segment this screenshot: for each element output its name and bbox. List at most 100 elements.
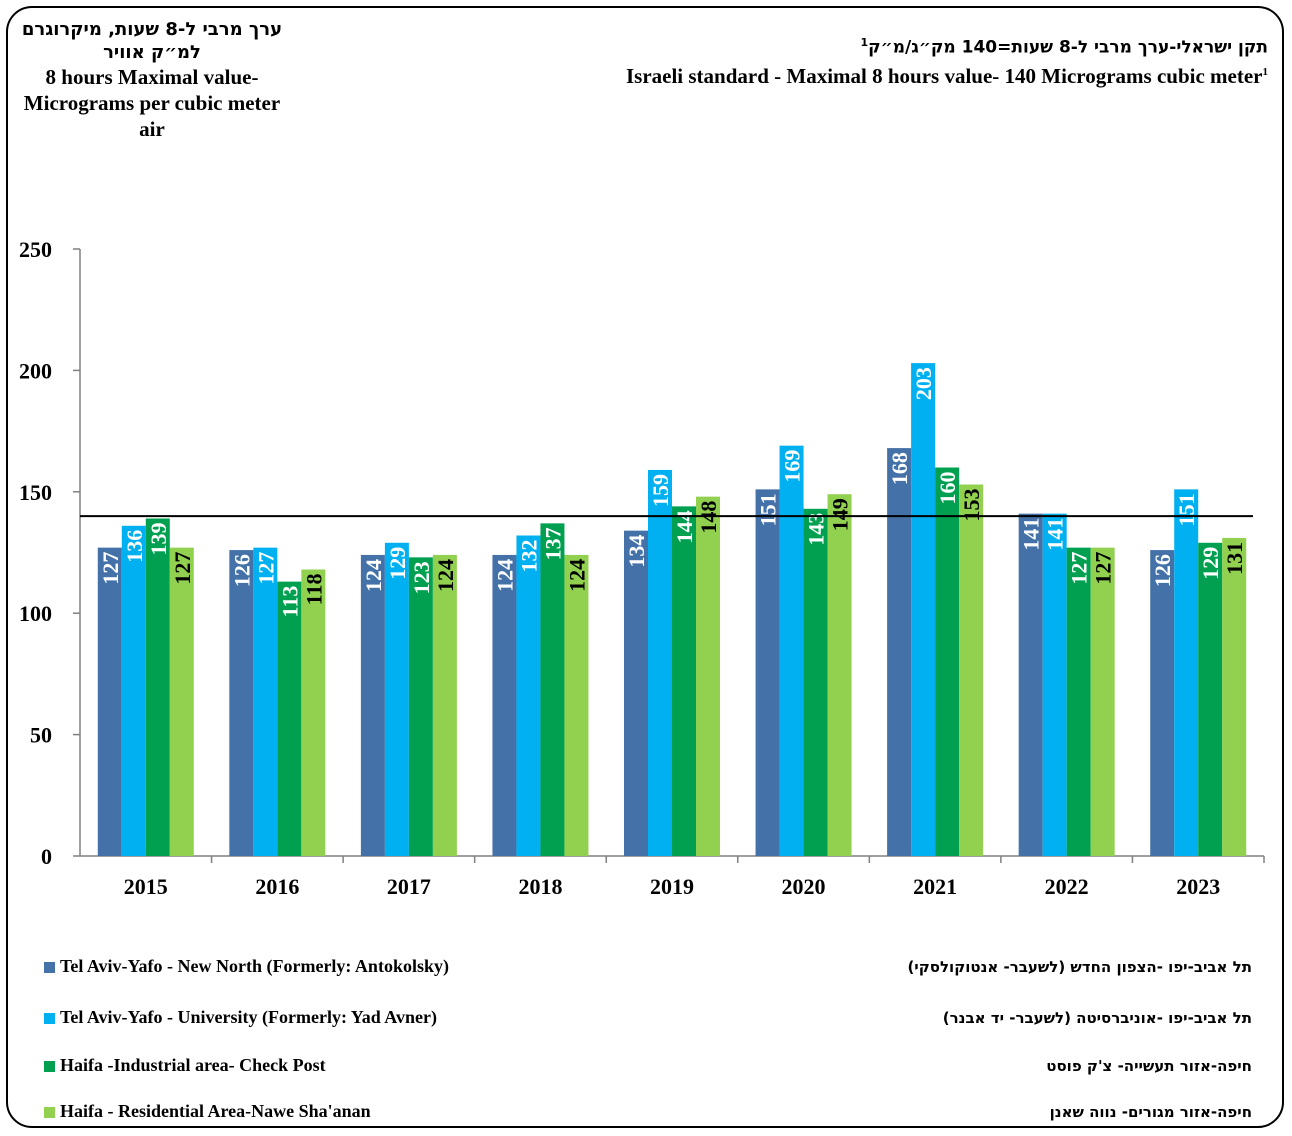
x-tick-label: 2017 [387,874,431,899]
bar [672,506,696,856]
data-label: 124 [492,559,517,592]
data-label: 129 [1198,547,1223,580]
data-label: 123 [409,561,434,594]
data-label: 168 [887,452,912,485]
data-label: 126 [1150,554,1175,587]
data-label: 129 [385,547,410,580]
chart-title-hebrew: תקן ישראלי-ערך מרבי ל-8 שעות=140 מק״ג/מ״… [860,36,1268,58]
bar [229,550,254,856]
bar [408,557,433,856]
bar [911,363,936,856]
legend-label-english: Haifa - Residential Area-Nawe Sha'anan [60,1101,371,1121]
y-tick-label: 200 [19,358,52,383]
data-label: 134 [624,535,649,568]
bar [648,469,672,856]
bar [277,581,302,856]
bar [564,554,589,856]
data-label: 126 [229,554,254,587]
bar [803,508,828,856]
x-tick-label: 2019 [650,874,694,899]
bar [492,554,517,856]
bar [360,554,385,856]
y-tick-label: 100 [19,601,52,626]
data-label: 203 [911,367,936,400]
bar [1042,513,1067,856]
chart-title-english: Israeli standard - Maximal 8 hours value… [626,64,1268,89]
bar [1222,537,1247,856]
legend-item: Haifa - Residential Area-Nawe Sha'anan ח… [44,1101,1266,1125]
bar [301,569,326,856]
footnote-mark: 1 [1262,66,1269,78]
data-label: 141 [1043,518,1068,551]
data-label: 169 [780,450,805,483]
footnote-mark: 1 [860,36,869,49]
legend-swatch [44,1061,55,1072]
legend-item: Tel Aviv-Yafo - New North (Formerly: Ant… [44,956,1266,980]
data-label: 151 [1174,493,1199,526]
legend-label-english: Tel Aviv-Yafo - University (Formerly: Ya… [60,1007,437,1027]
x-tick-label: 2023 [1176,874,1220,899]
bar [755,489,780,856]
bar [540,523,565,856]
bar [1018,513,1043,856]
bar [253,547,278,856]
x-tick-label: 2020 [782,874,826,899]
y-tick-label: 250 [19,237,52,262]
bar [516,535,541,856]
data-label: 148 [696,501,721,534]
legend-swatch [44,1107,55,1118]
data-label: 127 [1091,552,1116,585]
data-label: 137 [540,527,565,560]
bar [1066,547,1091,856]
data-label: 159 [648,474,673,507]
bar [696,496,720,856]
y-tick-label: 50 [30,723,52,748]
bar [1090,547,1115,856]
x-tick-label: 2016 [255,874,299,899]
title-en-text: Israeli standard - Maximal 8 hours value… [625,64,1263,88]
data-label: 132 [516,540,541,573]
bar [935,467,960,856]
bar [384,542,409,856]
data-label: 141 [1019,518,1044,551]
legend-swatch [44,962,55,973]
data-label: 127 [98,552,123,585]
data-label: 151 [756,493,781,526]
data-label: 127 [1067,552,1092,585]
y-axis-title: ערך מרבי ל-8 שעות, מיקרוגרם למ״ק אוויר 8… [18,18,286,142]
bar [145,518,170,856]
data-label: 127 [170,552,195,585]
x-tick-label: 2021 [913,874,957,899]
data-label: 127 [253,552,278,585]
data-label: 113 [277,586,302,618]
x-tick-label: 2015 [124,874,168,899]
data-label: 124 [433,559,458,592]
legend-label-hebrew: תל אביב-יפו -הצפון החדש (לשעבר- אנטוקולס… [907,958,1252,976]
title-he-text: תקן ישראלי-ערך מרבי ל-8 שעות=140 מק״ג/מ״… [868,37,1268,58]
bar [959,484,984,856]
bar [624,530,648,856]
data-label: 136 [122,530,147,563]
bar [1150,550,1175,856]
bar [169,547,194,856]
bar [779,445,804,856]
x-tick-label: 2018 [518,874,562,899]
data-label: 124 [361,559,386,592]
bar [432,554,457,856]
data-label: 124 [564,559,589,592]
legend-label-english: Tel Aviv-Yafo - New North (Formerly: Ant… [60,956,449,976]
data-label: 149 [828,498,853,531]
data-label: 160 [935,472,960,505]
legend-item: Tel Aviv-Yafo - University (Formerly: Ya… [44,1007,1266,1031]
data-label: 139 [146,523,171,556]
x-tick-label: 2022 [1045,874,1089,899]
data-label: 143 [804,513,829,546]
data-label: 131 [1222,542,1247,575]
bar [887,448,912,856]
y-axis-title-hebrew: ערך מרבי ל-8 שעות, מיקרוגרם למ״ק אוויר [21,19,283,63]
legend-label-hebrew: חיפה-אזור מגורים- נווה שאנן [1049,1103,1252,1121]
legend-label-hebrew: חיפה-אזור תעשייה- צ'ק פוסט [1046,1057,1252,1075]
data-label: 118 [301,573,326,605]
legend-swatch [44,1013,55,1024]
